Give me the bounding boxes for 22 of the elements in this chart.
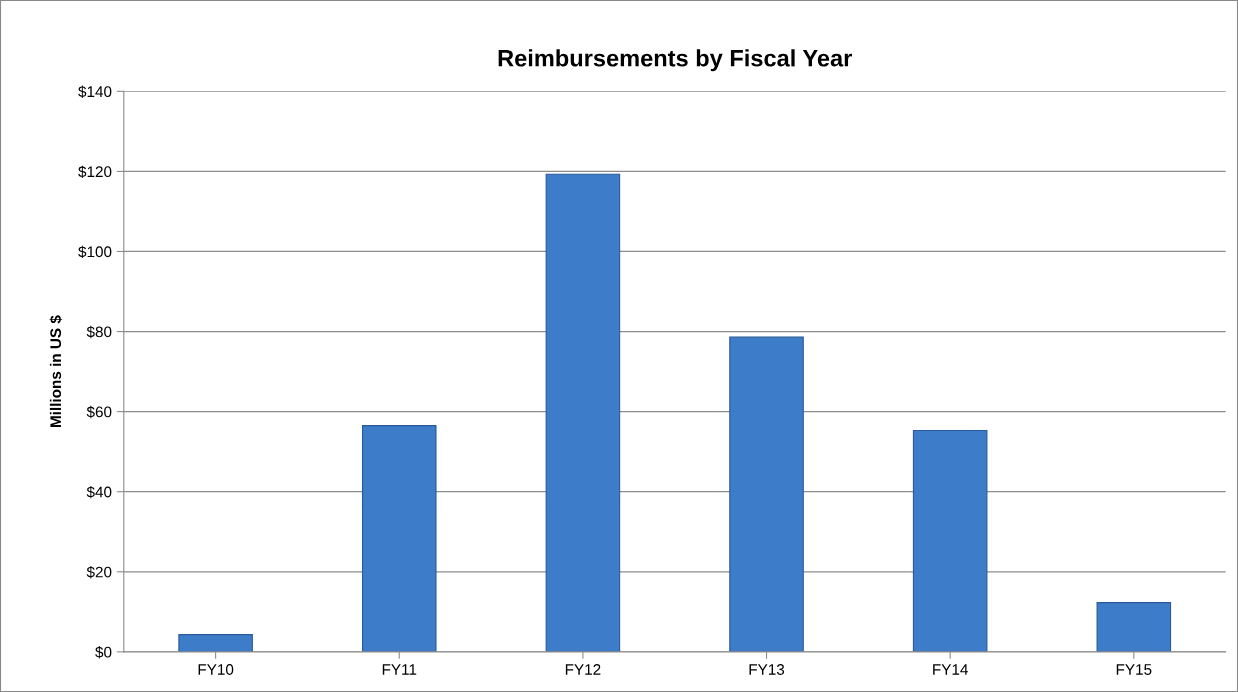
x-tick-label: FY10 — [198, 664, 234, 675]
y-tick-label: $20 — [86, 566, 112, 579]
chart-title: Reimbursements by Fiscal Year — [498, 49, 852, 72]
y-tick-label: $60 — [86, 405, 112, 419]
bar — [361, 425, 437, 652]
x-tick-label: FY11 — [382, 664, 417, 675]
bar — [729, 336, 804, 652]
x-tick-label: FY12 — [565, 664, 601, 675]
bar — [545, 173, 621, 652]
y-axis-title: Millions in US $ — [49, 315, 63, 428]
y-tick-label: $120 — [78, 165, 112, 179]
y-tick-label: $40 — [86, 485, 112, 499]
y-tick-label: $100 — [78, 245, 112, 259]
bar — [178, 634, 253, 652]
x-tick-label: FY15 — [1116, 664, 1152, 675]
x-tick-label: FY14 — [933, 664, 968, 675]
bar — [1096, 602, 1172, 652]
y-tick-label: $0 — [95, 646, 112, 659]
bar — [912, 429, 988, 652]
x-tick-label: FY13 — [749, 664, 785, 675]
y-tick-label: $80 — [86, 325, 112, 339]
y-tick-label: $140 — [78, 85, 112, 98]
